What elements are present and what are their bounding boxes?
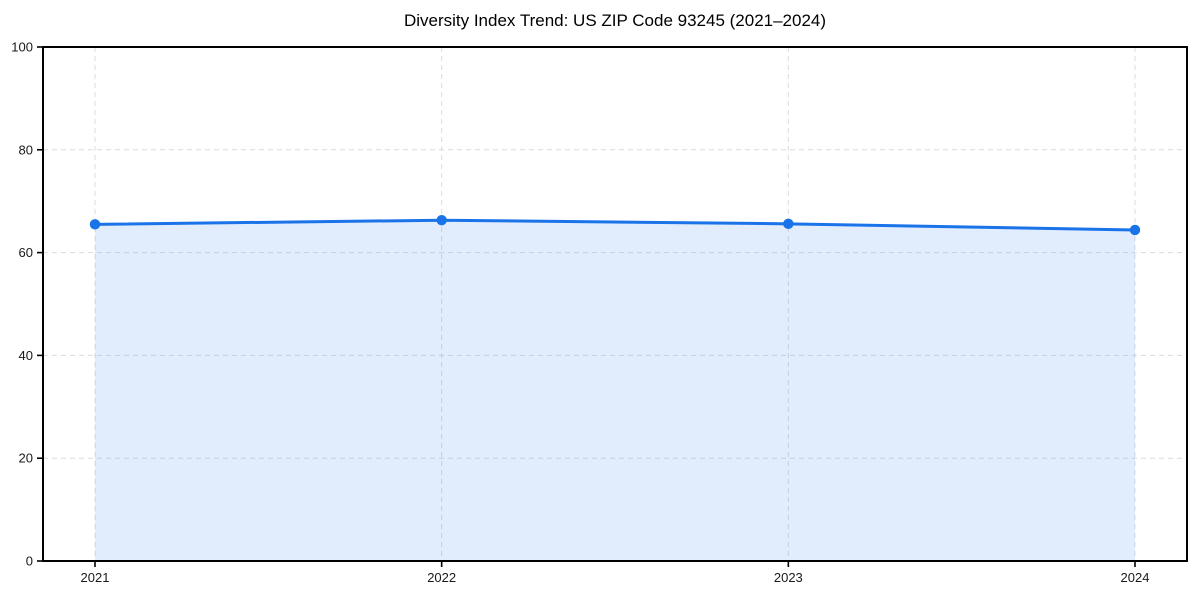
y-tick-label: 20 bbox=[19, 451, 33, 466]
y-tick-label: 80 bbox=[19, 142, 33, 157]
plot-border bbox=[42, 46, 1188, 562]
y-tick-label: 100 bbox=[11, 40, 33, 55]
data-point bbox=[89, 219, 101, 230]
y-tick-label: 40 bbox=[19, 348, 33, 363]
x-tick-label: 2023 bbox=[774, 570, 803, 585]
y-tick-label: 60 bbox=[19, 245, 33, 260]
data-point bbox=[783, 218, 794, 230]
x-tick-label: 2022 bbox=[427, 570, 456, 585]
data-point bbox=[1129, 224, 1141, 236]
area-fill bbox=[95, 220, 1135, 561]
data-point bbox=[436, 215, 447, 226]
y-tick-label: 0 bbox=[26, 554, 33, 569]
trend-line bbox=[93, 218, 1137, 232]
x-tick-label: 2024 bbox=[1121, 570, 1150, 585]
x-tick-label: 2021 bbox=[81, 570, 110, 585]
chart-title: Diversity Index Trend: US ZIP Code 93245… bbox=[404, 11, 826, 30]
